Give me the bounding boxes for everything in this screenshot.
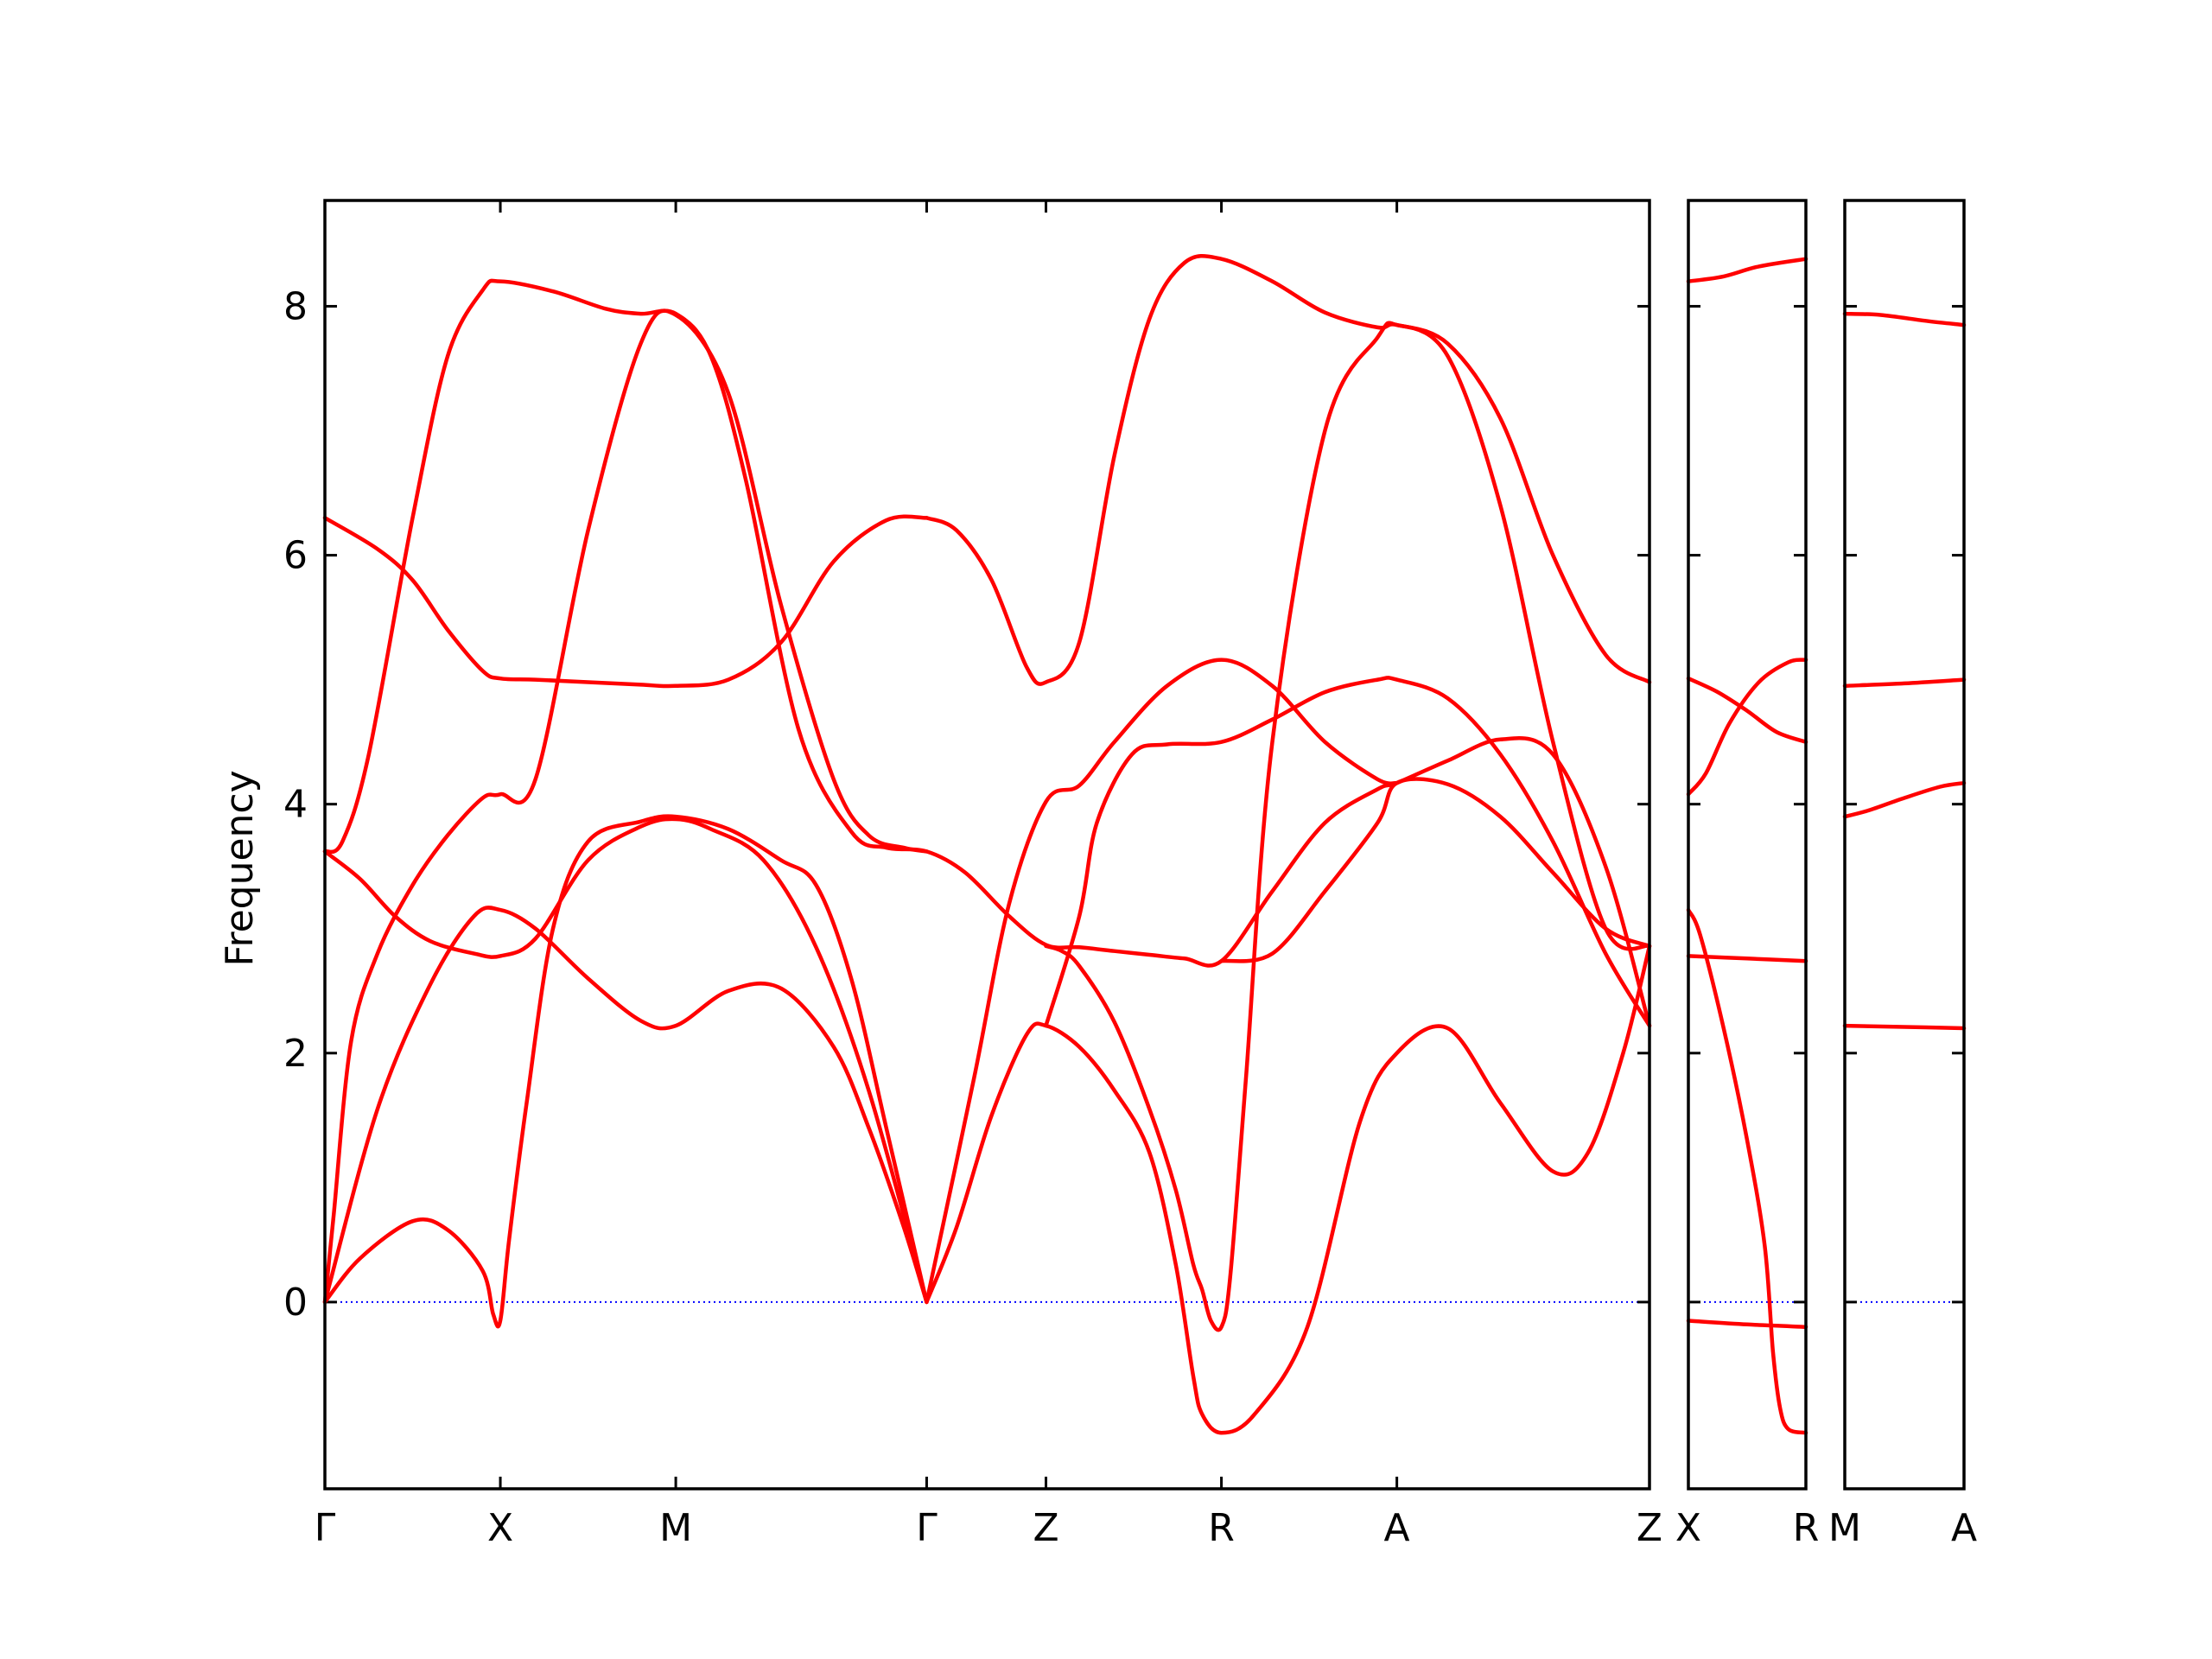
x-tick-label: R bbox=[1793, 1506, 1820, 1550]
band-line-4 bbox=[1842, 1023, 1967, 1031]
y-tick-label: 2 bbox=[283, 1032, 308, 1076]
panel-frame bbox=[1687, 199, 1808, 1491]
band-line-8 bbox=[925, 944, 1652, 1435]
panel-frame bbox=[1843, 199, 1966, 1491]
band-line-4 bbox=[322, 817, 929, 1305]
x-tick-label: Γ bbox=[315, 1506, 336, 1550]
x-tick-label: A bbox=[1384, 1506, 1410, 1550]
band-line-5 bbox=[1686, 907, 1808, 1435]
band-line-3 bbox=[322, 514, 929, 689]
panel-frame bbox=[323, 199, 1651, 1491]
x-tick-label: M bbox=[659, 1506, 692, 1550]
x-tick-label: X bbox=[487, 1506, 513, 1550]
band-line-6 bbox=[322, 814, 929, 1329]
band-line-2 bbox=[322, 308, 929, 1305]
x-tick-label: Z bbox=[1637, 1506, 1662, 1550]
y-tick-label: 8 bbox=[283, 284, 308, 328]
y-tick-label: 0 bbox=[283, 1281, 308, 1325]
band-line-1 bbox=[1686, 257, 1808, 283]
y-axis-label: Frequency bbox=[218, 770, 262, 966]
band-line-2 bbox=[1842, 677, 1967, 689]
band-line-4 bbox=[1686, 954, 1808, 963]
band-line-3 bbox=[1686, 658, 1808, 797]
band-line-3 bbox=[1842, 780, 1967, 819]
y-tick-label: 6 bbox=[283, 534, 308, 578]
band-line-11 bbox=[925, 253, 1652, 686]
band-line-12 bbox=[1219, 777, 1652, 963]
y-tick-label: 4 bbox=[283, 783, 308, 827]
x-tick-label: Γ bbox=[916, 1506, 938, 1550]
x-tick-label: R bbox=[1208, 1506, 1235, 1550]
band-line-1 bbox=[1842, 311, 1967, 327]
band-line-7 bbox=[925, 658, 1399, 1305]
x-tick-label: A bbox=[1951, 1506, 1977, 1550]
band-line-6 bbox=[1686, 1319, 1808, 1329]
panel-1: 0 2 4 6 8 Γ X M Γ Z R A Z bbox=[283, 199, 1662, 1550]
band-line-9 bbox=[1044, 321, 1652, 1332]
band-line-10 bbox=[1044, 676, 1652, 1028]
x-tick-label: X bbox=[1675, 1506, 1701, 1550]
band-line-2 bbox=[1686, 676, 1808, 744]
band-line-1 bbox=[322, 278, 1652, 1028]
x-tick-label: Z bbox=[1033, 1506, 1058, 1550]
x-tick-label: M bbox=[1828, 1506, 1861, 1550]
band-line-5 bbox=[322, 906, 929, 1305]
